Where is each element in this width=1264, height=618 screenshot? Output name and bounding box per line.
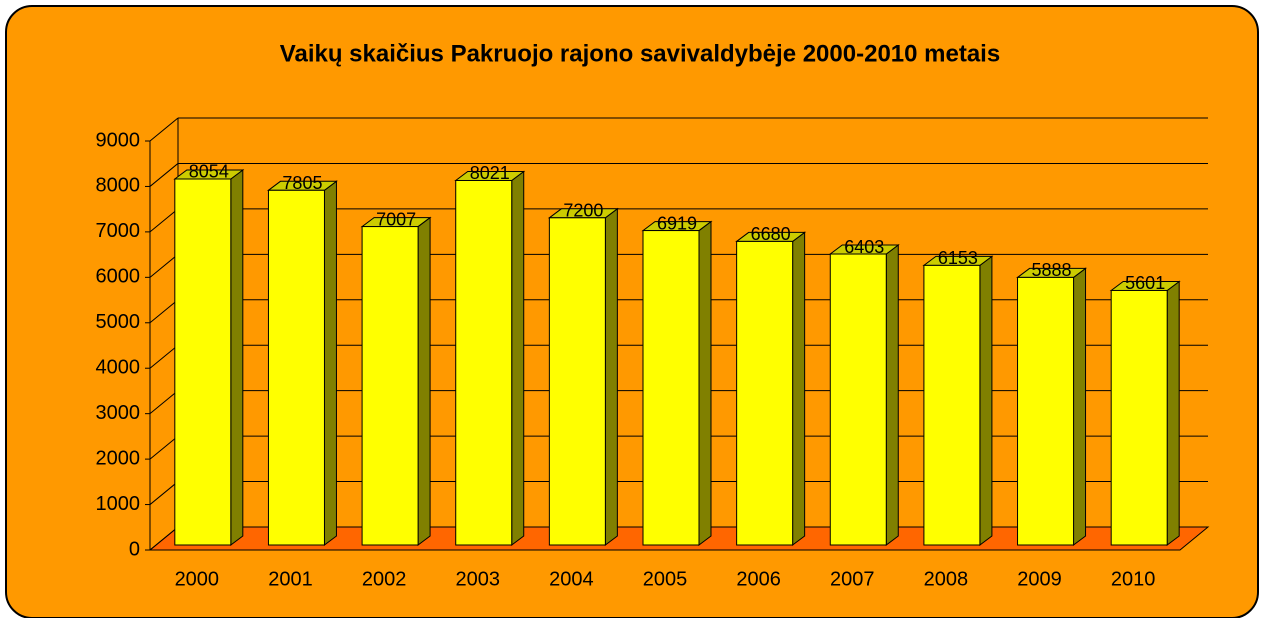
bar — [829, 253, 887, 546]
data-label: 5601 — [1125, 273, 1165, 293]
y-tick-label: 8000 — [96, 175, 141, 197]
x-tick-label: 2009 — [1017, 568, 1062, 590]
bar-side — [511, 170, 525, 546]
data-label: 7805 — [282, 173, 322, 193]
x-tick-label: 2005 — [643, 568, 688, 590]
bar-side — [792, 231, 806, 546]
bar — [736, 240, 794, 546]
data-label: 8054 — [189, 162, 229, 182]
bar-side — [979, 255, 993, 546]
y-tick-label: 4000 — [96, 357, 141, 379]
bar — [361, 226, 419, 546]
x-tick-label: 2008 — [924, 568, 969, 590]
data-label: 6680 — [751, 224, 791, 244]
y-tick-label: 3000 — [96, 402, 141, 424]
bar-side — [1073, 267, 1087, 546]
x-tick-label: 2006 — [736, 568, 781, 590]
bar-side — [417, 216, 431, 546]
data-label: 8021 — [470, 163, 510, 183]
y-tick-label: 6000 — [96, 266, 141, 288]
grid-line-side — [149, 299, 179, 324]
data-label: 6919 — [657, 213, 697, 233]
grid-line-side — [149, 526, 179, 551]
y-tick-label: 1000 — [96, 493, 141, 515]
grid-line-side — [149, 208, 179, 233]
bar-side — [230, 168, 244, 546]
x-tick-label: 2003 — [455, 568, 500, 590]
grid-line-side — [149, 117, 179, 142]
x-tick-label: 2004 — [549, 568, 594, 590]
bar — [642, 230, 700, 546]
grid-line-side — [149, 253, 179, 278]
x-tick-label: 2000 — [175, 568, 220, 590]
data-label: 5888 — [1032, 260, 1072, 280]
bar — [1017, 276, 1075, 546]
y-tick-label: 2000 — [96, 447, 141, 469]
grid-line-side — [149, 390, 179, 415]
bar — [923, 264, 981, 546]
bar — [267, 189, 325, 546]
grid-line-side — [149, 163, 179, 187]
grid-line-side — [149, 481, 179, 505]
bar — [548, 217, 606, 546]
bar-side — [698, 220, 712, 546]
x-tick-label: 2007 — [830, 568, 875, 590]
y-tick-label: 0 — [129, 538, 140, 560]
bar-side — [604, 207, 618, 546]
grid-line-side — [149, 435, 179, 460]
bar-side — [323, 180, 337, 546]
data-label: 7200 — [563, 201, 603, 221]
chart-title: Vaikų skaičius Pakruojo rajono savivaldy… — [280, 40, 1000, 67]
grid-line-side — [149, 344, 179, 369]
x-tick-label: 2002 — [362, 568, 407, 590]
data-label: 7007 — [376, 209, 416, 229]
x-tick-label: 2010 — [1111, 568, 1156, 590]
y-tick-label: 5000 — [96, 311, 141, 333]
bar — [1110, 289, 1168, 546]
y-tick-label: 9000 — [96, 129, 141, 151]
bar — [455, 179, 513, 546]
bar-side — [885, 244, 899, 546]
data-label: 6403 — [844, 237, 884, 257]
data-label: 6153 — [938, 248, 978, 268]
bar — [174, 178, 232, 546]
bar-side — [1166, 280, 1180, 546]
y-tick-label: 7000 — [96, 220, 141, 242]
x-tick-label: 2001 — [268, 568, 313, 590]
